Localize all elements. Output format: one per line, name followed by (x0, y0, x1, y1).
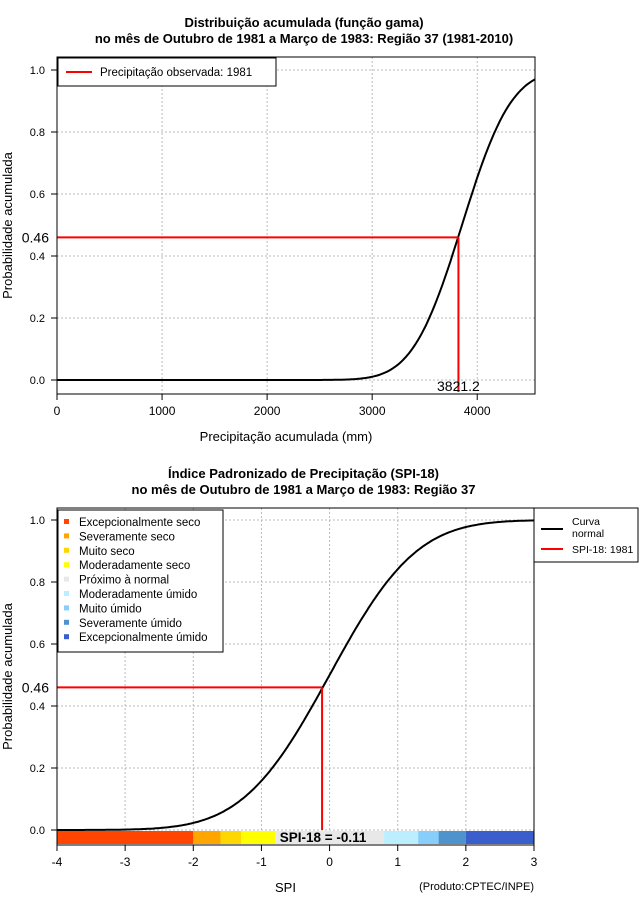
category-legend-swatch (64, 562, 69, 568)
category-legend-swatch (64, 605, 69, 611)
chart-title: Índice Padronizado de Precipitação (SPI-… (168, 466, 439, 481)
chart-title: Distribuição acumulada (função gama) (184, 15, 423, 30)
chart-panel-2: Índice Padronizado de Precipitação (SPI-… (0, 466, 639, 895)
x-axis-label: Precipitação acumulada (mm) (200, 429, 373, 444)
observed-value-label: 3821.2 (437, 378, 480, 394)
category-legend-label: Moderadamente seco (79, 560, 190, 572)
y-tick-label: 0.4 (30, 251, 45, 263)
category-legend-label: Severamente úmido (79, 618, 182, 630)
chart-panel-1: Distribuição acumulada (função gama)no m… (0, 15, 536, 444)
legend-box (57, 57, 277, 87)
spi-color-band (275, 831, 385, 844)
cdf-curve (57, 78, 536, 381)
x-tick-label: 2 (463, 855, 470, 869)
spi-color-band (384, 831, 419, 844)
y-tick-label: 0.0 (30, 825, 45, 837)
category-legend-swatch (64, 591, 69, 596)
spi-value-annotation: SPI-18 = -0.11 (280, 830, 367, 845)
observed-probability-label: 0.46 (22, 229, 49, 245)
category-legend-swatch (64, 547, 69, 553)
x-tick-label: 1 (394, 855, 401, 869)
chart-subtitle: no mês de Outubro de 1981 a Março de 198… (132, 482, 476, 497)
observed-probability-label: 0.46 (22, 679, 49, 695)
legend-label-normal-curve: Curva normal (572, 516, 604, 540)
spi-color-band (465, 831, 534, 844)
category-legend-swatch (64, 576, 69, 582)
series-legend-box (533, 507, 639, 563)
category-legend-label: Próximo à normal (79, 575, 169, 587)
product-credit: (Produto:CPTEC/INPE) (419, 881, 534, 893)
y-tick-label: 0.2 (30, 313, 45, 325)
y-axis-label: Probabilidade acumulada (0, 151, 15, 298)
spi-color-band (438, 831, 466, 844)
chart-subtitle: no mês de Outubro de 1981 a Março de 198… (95, 31, 513, 46)
category-legend-label: Severamente seco (79, 531, 175, 543)
y-tick-label: 1.0 (30, 515, 45, 527)
x-tick-label: -3 (120, 855, 131, 869)
category-legend-swatch (64, 619, 69, 625)
x-tick-label: 0 (326, 855, 333, 869)
y-tick-label: 0.8 (30, 577, 45, 589)
y-tick-label: 0.4 (30, 701, 45, 713)
category-legend-swatch (64, 634, 69, 640)
category-legend-label: Moderadamente úmido (79, 589, 197, 601)
y-tick-label: 0.2 (30, 763, 45, 775)
x-tick-label: 0 (54, 404, 61, 418)
plot-frame (56, 56, 536, 395)
spi-color-band (193, 831, 221, 844)
spi-color-band (418, 831, 439, 844)
y-tick-label: 0.6 (30, 189, 45, 201)
category-legend-label: Excepcionalmente úmido (79, 632, 208, 644)
category-legend-swatch (64, 519, 69, 524)
category-legend-label: Muito seco (79, 546, 135, 558)
legend-label-observed: Precipitação observada: 1981 (100, 67, 252, 79)
x-tick-label: -1 (256, 855, 267, 869)
y-axis-label: Probabilidade acumulada (0, 602, 15, 749)
x-tick-label: 4000 (464, 404, 491, 418)
x-tick-label: -4 (52, 855, 63, 869)
spi-color-band (220, 831, 241, 844)
spi-color-band (57, 831, 194, 844)
category-legend-label: Excepcionalmente seco (79, 517, 200, 529)
legend-label-spi: SPI-18: 1981 (572, 544, 633, 556)
x-tick-label: 2000 (254, 404, 281, 418)
x-tick-label: -2 (188, 855, 199, 869)
y-tick-label: 0.8 (30, 127, 45, 139)
x-tick-label: 1000 (149, 404, 176, 418)
cdf-curve (57, 519, 535, 831)
x-tick-label: 3 (531, 855, 538, 869)
x-tick-label: 3000 (359, 404, 386, 418)
category-legend-label: Muito úmido (79, 603, 142, 615)
spi-color-band (240, 831, 276, 844)
y-tick-label: 0.0 (30, 375, 45, 387)
x-axis-label: SPI (275, 880, 296, 895)
category-legend-swatch (64, 533, 69, 539)
y-tick-label: 1.0 (30, 65, 45, 77)
category-legend-box (57, 509, 224, 653)
plot-frame (56, 507, 535, 846)
y-tick-label: 0.6 (30, 639, 45, 651)
